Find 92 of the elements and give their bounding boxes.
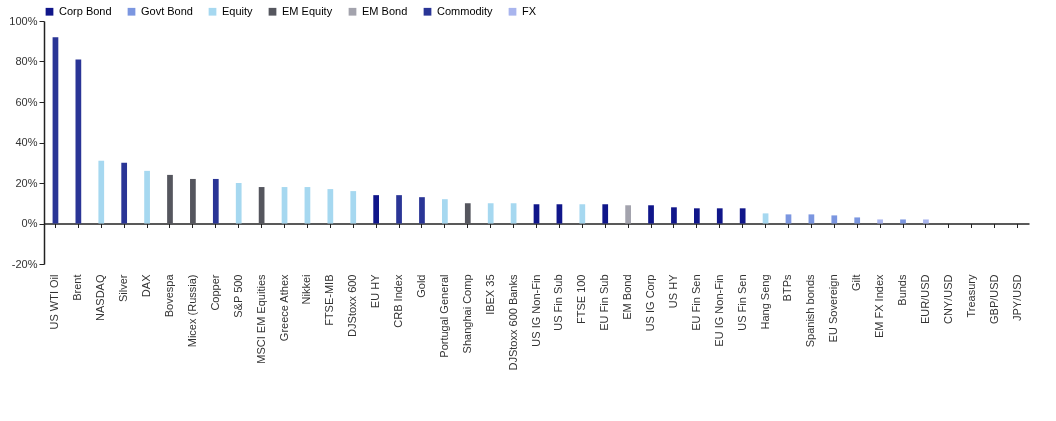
- bar: [212, 178, 219, 224]
- x-tick-label: US HY: [666, 273, 679, 309]
- y-tick-label: 0%: [21, 217, 38, 229]
- y-tick-label: 80%: [15, 55, 38, 67]
- x-tick-label: Shanghai Comp: [460, 274, 473, 354]
- legend-label: FX: [522, 4, 537, 17]
- x-tick-label: Greece Athex: [277, 274, 290, 342]
- x-tick-label: JPY/USD: [1010, 274, 1023, 321]
- x-tick-label: EM Bond: [621, 274, 634, 320]
- bar: [235, 183, 242, 224]
- bar: [190, 178, 196, 224]
- x-tick-label: MSCI EM Equities: [254, 274, 267, 364]
- bar: [739, 208, 746, 224]
- x-tick-label: EU IG Non-Fin: [712, 274, 725, 347]
- bar: [602, 204, 609, 224]
- x-tick-label: Treasury: [964, 274, 977, 318]
- bar: [396, 195, 402, 224]
- legend-label: Corp Bond: [59, 4, 112, 17]
- x-tick-label: Bunds: [896, 274, 909, 306]
- bar: [533, 204, 540, 224]
- bar: [808, 214, 815, 224]
- legend-label: Equity: [222, 4, 254, 17]
- y-tick-label: 100%: [9, 14, 38, 27]
- bar: [854, 217, 861, 224]
- x-tick-label: EU Fin Sen: [689, 274, 702, 331]
- x-tick-label: US Fin Sen: [735, 274, 748, 331]
- y-tick-label: 60%: [15, 95, 38, 108]
- bar: [75, 59, 82, 224]
- bar: [373, 195, 380, 224]
- x-tick-label: Bovespa: [162, 273, 175, 318]
- bar: [785, 214, 792, 224]
- x-tick-label: NASDAQ: [94, 274, 107, 321]
- x-tick-label: CRB Index: [392, 274, 405, 328]
- x-tick-label: US Fin Sub: [552, 274, 565, 331]
- bar: [900, 219, 906, 224]
- x-tick-label: S&P 500: [231, 274, 244, 318]
- x-tick-label: EU Fin Sub: [598, 274, 611, 331]
- bar: [877, 219, 883, 224]
- x-tick-label: DJStoxx 600: [346, 274, 359, 337]
- bar: [671, 207, 677, 224]
- x-tick-label: BTPs: [781, 274, 794, 302]
- bar: [167, 174, 173, 224]
- x-tick-label: EUR/USD: [918, 274, 931, 325]
- bar: [510, 203, 517, 224]
- x-tick-label: US WTI Oil: [48, 274, 61, 330]
- bar: [144, 170, 150, 224]
- x-tick-label: Silver: [117, 274, 130, 303]
- bar: [121, 162, 128, 224]
- bar: [762, 213, 769, 224]
- x-tick-label: Nikkei: [300, 274, 313, 305]
- x-tick-label: IBEX 35: [483, 274, 496, 315]
- bar: [648, 205, 654, 224]
- bar: [464, 203, 471, 224]
- bar: [350, 191, 357, 224]
- bar: [327, 189, 334, 224]
- bar: [419, 197, 425, 224]
- legend-label: Commodity: [437, 4, 494, 17]
- bar: [556, 204, 563, 224]
- x-tick-label: Gilt: [850, 274, 863, 291]
- y-tick-label: -20%: [11, 257, 38, 270]
- x-tick-label: EM FX Index: [873, 274, 886, 339]
- x-tick-label: FTSE 100: [575, 274, 588, 325]
- x-tick-label: Hang Seng: [758, 274, 771, 330]
- legend-label: Govt Bond: [141, 4, 193, 17]
- x-tick-label: EU Sovereign: [827, 274, 840, 343]
- y-tick-label: 40%: [15, 136, 38, 148]
- x-tick-label: EU HY: [369, 273, 382, 309]
- bar: [442, 199, 448, 224]
- x-tick-label: GBP/USD: [987, 274, 1000, 325]
- bar: [487, 203, 494, 224]
- x-tick-label: US IG Non-Fin: [529, 274, 542, 347]
- bar: [579, 204, 586, 224]
- x-tick-label: Portugal General: [437, 274, 450, 358]
- legend-label: EM Bond: [362, 4, 408, 17]
- bar: [625, 205, 631, 224]
- legend-label: EM Equity: [282, 4, 333, 17]
- bar: [693, 208, 700, 224]
- x-tick-label: Spanish bonds: [804, 274, 817, 348]
- x-tick-label: Gold: [414, 274, 427, 298]
- x-tick-label: Micex (Russia): [185, 274, 198, 348]
- bar: [98, 160, 105, 224]
- x-tick-label: CNY/USD: [941, 274, 954, 325]
- x-tick-label: FTSE-MIB: [323, 274, 336, 326]
- bar: [831, 215, 838, 224]
- bar: [716, 208, 723, 224]
- x-tick-label: Brent: [71, 274, 84, 301]
- x-tick-label: US IG Corp: [644, 274, 657, 332]
- bar: [923, 219, 929, 224]
- x-tick-label: DJStoxx 600 Banks: [506, 274, 519, 371]
- x-tick-label: DAX: [140, 273, 153, 298]
- y-tick-label: 20%: [15, 176, 38, 189]
- x-tick-label: Copper: [208, 274, 221, 311]
